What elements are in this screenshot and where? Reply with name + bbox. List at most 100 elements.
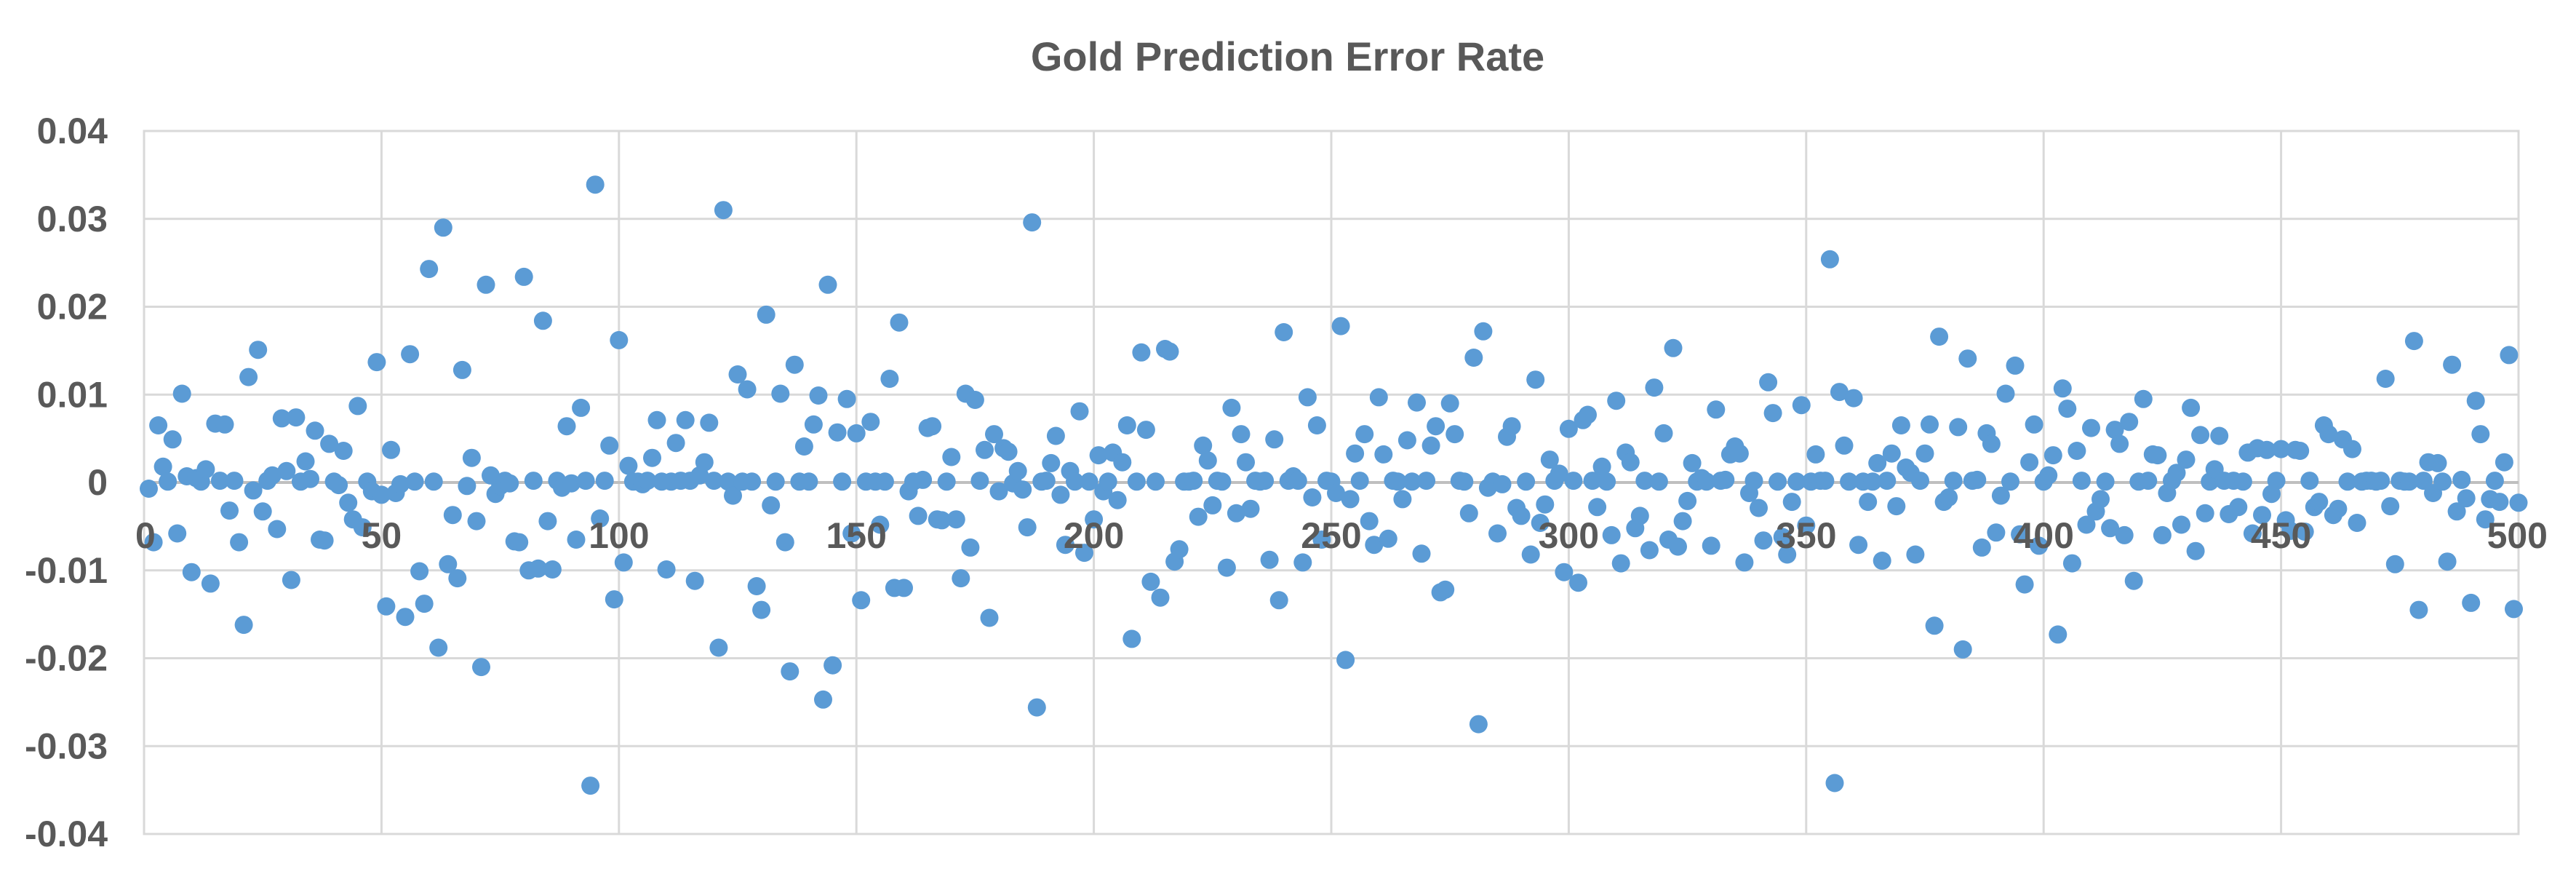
x-tick-label: 200 — [1064, 515, 1124, 556]
data-point — [2310, 493, 2329, 512]
data-point — [1773, 528, 1792, 547]
data-point — [1792, 396, 1811, 415]
data-point — [2210, 426, 2229, 445]
data-point — [1512, 506, 1531, 525]
data-point — [728, 365, 747, 384]
data-point — [1559, 419, 1578, 438]
data-point — [1459, 504, 1478, 523]
data-point — [1944, 472, 1963, 490]
data-point — [1602, 525, 1621, 544]
data-point — [1953, 640, 1972, 659]
data-point — [239, 368, 258, 386]
data-point — [738, 380, 757, 399]
data-point — [1464, 349, 1483, 367]
y-tick-label: 0 — [87, 462, 108, 503]
data-point — [1421, 436, 1440, 455]
data-point — [657, 560, 676, 579]
data-point — [272, 409, 291, 428]
data-point — [476, 275, 495, 294]
data-point — [2072, 472, 2091, 490]
data-point — [1075, 544, 1093, 563]
data-point — [1782, 493, 1801, 512]
data-point — [2077, 515, 2096, 534]
data-point — [1232, 425, 1251, 444]
data-point — [415, 595, 434, 613]
data-point — [210, 472, 229, 490]
data-point — [2053, 379, 2072, 398]
data-points — [140, 175, 2528, 795]
data-point — [1915, 444, 1934, 463]
data-point — [1298, 388, 1317, 407]
data-point — [1882, 444, 1901, 463]
x-tick-label: 450 — [2251, 515, 2311, 556]
data-point — [1440, 394, 1459, 413]
data-point — [1592, 457, 1611, 476]
data-point — [149, 416, 168, 434]
data-point — [501, 474, 519, 493]
data-point — [1820, 250, 1839, 269]
data-point — [2167, 464, 2186, 482]
data-point — [1673, 512, 1692, 531]
y-tick-label: -0.01 — [25, 550, 108, 591]
data-point — [159, 472, 178, 491]
data-point — [2466, 392, 2485, 410]
data-point — [619, 456, 638, 475]
data-point — [1531, 514, 1550, 532]
data-point — [1878, 472, 1897, 490]
data-point — [724, 486, 742, 505]
data-point — [1683, 453, 1702, 472]
data-point — [1293, 553, 1312, 572]
data-point — [781, 662, 799, 681]
data-point — [2229, 498, 2248, 517]
data-point — [1312, 531, 1331, 549]
data-point — [2043, 446, 2062, 465]
data-point — [2381, 497, 2400, 516]
data-point — [1269, 591, 1288, 610]
data-point — [201, 574, 220, 593]
data-point — [2281, 521, 2300, 540]
data-point — [2058, 400, 2077, 418]
data-point — [1427, 417, 1445, 436]
data-point — [1203, 496, 1222, 515]
data-point — [1991, 486, 2010, 505]
data-point — [1008, 461, 1027, 480]
data-point — [2186, 541, 2205, 560]
data-point — [676, 410, 695, 429]
data-point — [401, 345, 420, 364]
data-point — [1412, 544, 1431, 563]
data-point — [1669, 537, 1687, 556]
data-point — [2400, 472, 2419, 491]
data-point — [2500, 346, 2519, 365]
data-point — [2243, 524, 2262, 543]
data-point — [1844, 389, 1863, 408]
data-point — [1042, 453, 1061, 472]
data-point — [709, 638, 728, 657]
data-point — [2428, 453, 2447, 472]
data-point — [842, 524, 861, 543]
data-point — [837, 389, 856, 408]
data-point — [1550, 464, 1568, 483]
data-point — [890, 313, 909, 332]
data-point — [1307, 416, 1326, 434]
data-point — [2020, 453, 2039, 472]
data-point — [2457, 489, 2476, 508]
data-point — [2414, 472, 2433, 490]
data-point — [946, 510, 965, 529]
data-point — [1949, 418, 1968, 437]
data-point — [766, 472, 785, 491]
data-point — [1526, 370, 1545, 389]
y-axis-tick-labels: 0.04 0.03 0.02 0.01 0 -0.01 -0.02 -0.03 -0.04 — [25, 111, 108, 854]
data-point — [743, 472, 762, 491]
data-point — [330, 476, 348, 495]
data-point — [757, 305, 775, 324]
data-point — [1227, 504, 1245, 523]
data-point — [2134, 389, 2153, 408]
data-point — [1716, 470, 1735, 489]
data-point — [1645, 378, 1664, 397]
data-point — [2096, 472, 2115, 491]
data-point — [163, 430, 182, 449]
data-point — [1564, 472, 1583, 490]
data-point — [529, 559, 548, 578]
data-point — [533, 311, 552, 330]
